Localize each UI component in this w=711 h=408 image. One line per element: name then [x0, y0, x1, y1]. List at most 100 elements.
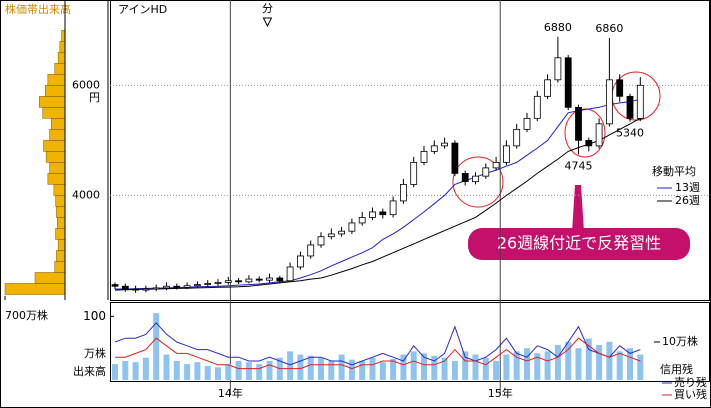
candle-body — [296, 255, 304, 268]
candle-body — [245, 278, 253, 283]
volume-bar — [359, 360, 366, 380]
price-volume-bar — [57, 217, 66, 229]
volume-bar — [287, 351, 294, 380]
candle-body — [307, 244, 315, 257]
highlight-circle — [452, 156, 504, 208]
volume-bar — [421, 353, 427, 380]
volume-bar — [472, 354, 479, 380]
volume-bar — [616, 351, 623, 380]
legend-label: 26週 — [675, 194, 700, 207]
candle-body — [183, 285, 191, 288]
volume-bar — [163, 354, 170, 380]
volume-bar — [338, 354, 345, 380]
candle-body — [482, 167, 490, 177]
x-tick-label: 15年 — [488, 386, 513, 400]
price-volume-bar — [43, 140, 66, 152]
candle-body — [327, 233, 335, 238]
volume-bar — [328, 360, 335, 380]
volume-bar — [194, 362, 201, 380]
price-panel — [110, 0, 710, 301]
candle-body — [472, 175, 479, 183]
candle-body — [492, 161, 500, 169]
volume-bar — [585, 338, 592, 380]
volume-bar — [400, 354, 407, 380]
volume-bar — [544, 351, 551, 380]
candle-body — [317, 236, 325, 246]
y-tick-label: 6000 — [72, 78, 100, 91]
candle-body — [544, 79, 551, 97]
volume-bar — [390, 359, 397, 380]
volume-bar — [503, 354, 510, 380]
legend-label: 13週 — [675, 181, 700, 194]
volume-bar — [256, 364, 263, 380]
price-volume-bar — [53, 184, 66, 196]
volume-bar — [173, 360, 180, 380]
candle-body — [338, 230, 346, 235]
volume-bar — [596, 345, 603, 380]
volume-bar — [565, 341, 572, 380]
margin-line — [114, 322, 641, 366]
volume-bar — [606, 341, 613, 380]
y2-tick-label: 10万株 — [662, 334, 698, 348]
candle-body — [430, 145, 438, 152]
price-volume-bar — [4, 283, 66, 295]
callout-box — [468, 228, 690, 260]
price-volume-bar — [45, 85, 66, 97]
volume-label: 出来高 — [73, 364, 106, 378]
price-volume-bar — [34, 272, 66, 284]
volume-bar — [451, 360, 458, 380]
callout-arrow — [572, 185, 584, 232]
volume-bar — [297, 354, 304, 380]
candle-body — [163, 285, 170, 289]
legend-label: 買い残 — [674, 387, 707, 401]
margin-label: 信用残 — [660, 362, 693, 376]
candle-body — [636, 84, 644, 119]
candle-body — [204, 283, 212, 285]
candle-body — [111, 284, 119, 287]
volume-bar — [627, 348, 633, 380]
candle-body — [399, 184, 407, 202]
candle-body — [626, 95, 634, 119]
volume-bar — [204, 366, 211, 380]
candle-body — [513, 128, 521, 147]
candle-body — [121, 285, 129, 290]
volume-bar — [575, 348, 582, 380]
price-volume-bar — [59, 41, 66, 53]
volume-bar — [554, 345, 561, 380]
price-volume-bar — [51, 118, 66, 130]
extreme-label: 4745 — [565, 159, 593, 172]
volume-bar — [266, 360, 273, 380]
price-volume-bar — [55, 228, 66, 240]
highlight-circle — [564, 108, 606, 158]
candle-body — [132, 288, 140, 291]
price-volume-bar — [54, 63, 66, 75]
candle-body — [523, 117, 531, 130]
price-volume-bar — [47, 74, 66, 86]
candle-body — [595, 123, 603, 147]
candle-body — [235, 280, 243, 283]
volume-bar — [534, 353, 541, 380]
candle-body — [152, 287, 160, 290]
volume-bar — [122, 360, 129, 380]
stock-name: アインHD — [118, 3, 167, 16]
candle-body — [369, 211, 376, 218]
volume-bar — [153, 313, 160, 380]
candle-body — [266, 277, 273, 281]
candle-body — [193, 284, 201, 287]
price-volume-bar — [42, 107, 66, 119]
legend-title: 移動平均 — [652, 164, 696, 178]
candle-body — [606, 79, 613, 125]
volume-bar — [431, 355, 438, 380]
price-volume-bar — [57, 239, 66, 251]
candle-body — [441, 142, 449, 147]
callout-text: 26週線付近で反発習性 — [497, 234, 661, 253]
candle-body — [348, 222, 356, 232]
price-volume-bar — [45, 151, 66, 163]
volume-bar — [493, 360, 500, 380]
price-volume-bar — [55, 195, 66, 207]
x-tick-label: 700万株 — [5, 308, 48, 322]
volume-bar — [132, 362, 139, 380]
candle-body — [461, 172, 469, 183]
volume-bar — [142, 357, 149, 380]
